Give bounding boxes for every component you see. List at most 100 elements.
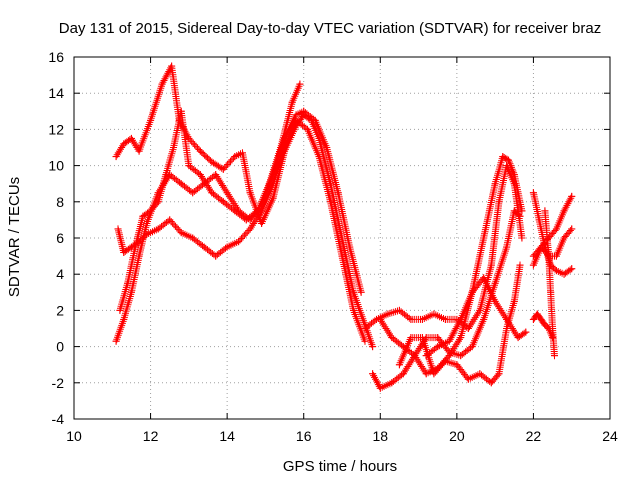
- data-point: [357, 288, 365, 296]
- data-point: [516, 212, 524, 220]
- data-point: [212, 171, 220, 179]
- chart-title: Day 131 of 2015, Sidereal Day-to-day VTE…: [59, 20, 601, 37]
- data-point: [349, 288, 357, 296]
- y-tick-label: -2: [52, 375, 65, 391]
- data-point: [529, 252, 537, 260]
- x-tick-label: 20: [449, 428, 465, 444]
- x-tick-label: 24: [602, 428, 618, 444]
- data-point: [219, 165, 227, 173]
- y-tick-label: -4: [52, 411, 65, 427]
- series-track-f: [361, 162, 526, 332]
- data-point: [235, 238, 243, 246]
- x-axis-label: GPS time / hours: [283, 458, 397, 475]
- data-point: [177, 107, 185, 115]
- data-point: [480, 234, 488, 242]
- data-point: [503, 162, 511, 170]
- data-point: [468, 288, 476, 296]
- data-point: [468, 343, 476, 351]
- data-point: [560, 234, 568, 242]
- data-point: [196, 147, 204, 155]
- data-point: [238, 149, 246, 157]
- data-point: [529, 261, 537, 269]
- data-point: [407, 315, 415, 323]
- data-point: [464, 325, 472, 332]
- data-point: [495, 370, 503, 378]
- data-point: [529, 315, 537, 323]
- data-point: [491, 279, 499, 287]
- data-point: [166, 216, 174, 224]
- data-point: [480, 274, 488, 282]
- data-point: [522, 328, 530, 336]
- data-point: [231, 153, 239, 161]
- data-point: [434, 343, 442, 351]
- data-point: [503, 315, 511, 323]
- data-point: [114, 225, 122, 233]
- y-tick-label: 10: [48, 158, 64, 174]
- data-point: [242, 216, 250, 224]
- data-point: [491, 297, 499, 305]
- data-point: [338, 252, 346, 260]
- data-point: [120, 315, 128, 323]
- data-point: [516, 261, 524, 269]
- data-point: [549, 325, 557, 332]
- data-point: [112, 153, 120, 161]
- data-point: [529, 189, 537, 197]
- data-point: [457, 315, 465, 323]
- data-point: [135, 147, 143, 155]
- data-point: [568, 192, 576, 200]
- data-point: [147, 207, 155, 215]
- data-point: [369, 370, 377, 378]
- y-axis-label: SDTVAR / TECUs: [6, 177, 23, 297]
- data-point: [535, 216, 543, 224]
- data-point: [457, 334, 465, 342]
- data-marks-track-d: [116, 80, 304, 314]
- data-point: [154, 198, 162, 206]
- y-tick-label: 16: [48, 49, 64, 65]
- data-point: [388, 334, 396, 342]
- data-point: [124, 279, 132, 287]
- data-point: [537, 315, 545, 323]
- data-point: [445, 337, 453, 345]
- data-point: [453, 361, 461, 369]
- data-point: [327, 198, 335, 206]
- data-point: [246, 225, 254, 233]
- data-point: [487, 261, 495, 269]
- data-point: [116, 306, 124, 314]
- data-point: [361, 337, 369, 345]
- data-point: [223, 189, 231, 197]
- data-point: [560, 270, 568, 278]
- data-point: [514, 334, 522, 342]
- data-point: [495, 198, 503, 206]
- data-point: [510, 297, 518, 305]
- data-point: [147, 116, 155, 124]
- series-track-e: [369, 153, 526, 392]
- data-point: [131, 243, 139, 251]
- x-tick-label: 16: [296, 428, 312, 444]
- data-point: [288, 98, 296, 106]
- data-point: [177, 229, 185, 237]
- marks-layer: [112, 62, 576, 392]
- data-point: [499, 153, 507, 161]
- y-tick-label: 2: [56, 302, 64, 318]
- y-tick-label: 4: [56, 266, 64, 282]
- data-point: [120, 140, 128, 148]
- data-point: [177, 180, 185, 188]
- x-tick-label: 14: [219, 428, 235, 444]
- data-point: [537, 243, 545, 251]
- y-tick-label: 0: [56, 339, 64, 355]
- data-point: [568, 225, 576, 233]
- data-point: [246, 189, 254, 197]
- data-point: [277, 144, 285, 151]
- data-point: [300, 107, 308, 115]
- data-point: [346, 243, 354, 251]
- data-point: [292, 111, 300, 119]
- data-point: [208, 189, 216, 197]
- data-point: [376, 315, 384, 323]
- data-point: [349, 306, 357, 314]
- data-point: [399, 370, 407, 378]
- data-point: [200, 243, 208, 251]
- data-point: [323, 144, 331, 151]
- data-point: [464, 375, 472, 383]
- x-tick-label: 18: [372, 428, 388, 444]
